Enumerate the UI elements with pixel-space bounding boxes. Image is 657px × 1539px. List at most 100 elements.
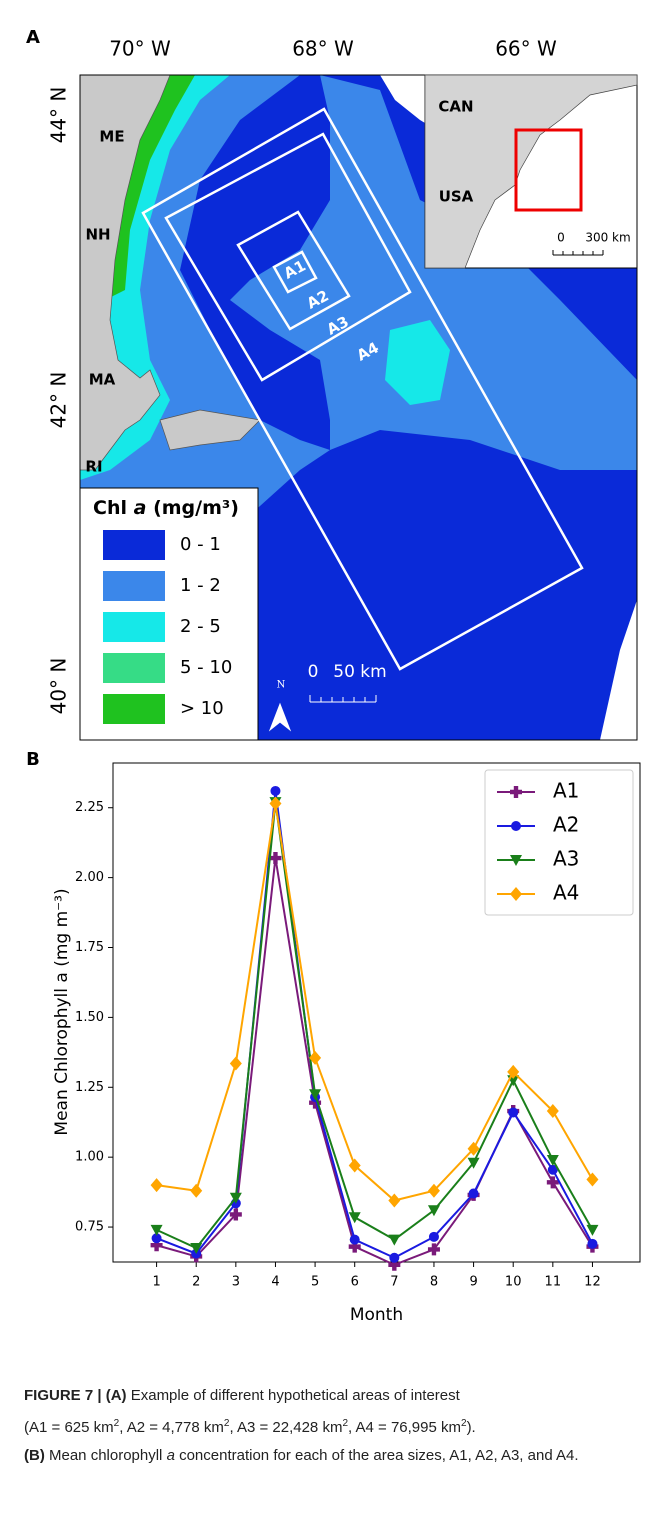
- y-tick-label: 1.50: [75, 1010, 104, 1025]
- legend-label: A4: [553, 881, 579, 905]
- marker: [309, 1050, 322, 1065]
- marker: [269, 796, 282, 811]
- legend-label: A2: [553, 813, 579, 837]
- caption-area: A1 = 625 km: [29, 1419, 114, 1436]
- legend-title-part: (mg/m³): [153, 497, 239, 519]
- marker: [150, 1239, 163, 1252]
- caption-sup: 2: [223, 1418, 230, 1429]
- caption-area: A2 = 4,778 km: [126, 1419, 224, 1436]
- legend-swatch: [103, 571, 165, 601]
- marker: [388, 1193, 401, 1208]
- caption-tag: (A): [105, 1387, 127, 1404]
- y-axis-label: Mean Chlorophyll a (mg m⁻³): [52, 888, 72, 1135]
- y-tick-label: 0.75: [75, 1220, 104, 1235]
- marker: [467, 1157, 480, 1169]
- area-outline: [272, 250, 318, 294]
- panel-label: B: [26, 749, 40, 770]
- map-legend: Chl a (mg/m³) 0 - 1 1 - 2 2 - 5 5 - 10 > 10: [79, 487, 259, 741]
- caption-sup: 2: [461, 1418, 467, 1429]
- panel-label: A: [26, 27, 40, 48]
- marker: [229, 1056, 242, 1071]
- legend-label: 0 - 1: [180, 534, 221, 555]
- lat-label: 44° N: [47, 87, 71, 144]
- legend-swatch: [103, 530, 165, 560]
- x-tick-label: 1: [152, 1275, 160, 1290]
- x-tick-label: 9: [469, 1275, 477, 1290]
- land: [159, 409, 261, 451]
- legend-label: 5 - 10: [180, 657, 232, 678]
- x-tick-label: 5: [311, 1275, 319, 1290]
- marker: [510, 855, 522, 866]
- legend-title-part: a: [134, 497, 147, 519]
- lon-label: 68° W: [292, 37, 354, 61]
- legend-title-part: Chl: [93, 497, 127, 519]
- x-tick-label: 2: [192, 1275, 200, 1290]
- caption-area: A3 = 22,428 km: [236, 1419, 343, 1436]
- marker: [586, 1224, 599, 1236]
- marker: [388, 1258, 401, 1271]
- marker: [427, 1243, 440, 1256]
- y-tick-label: 2.00: [75, 870, 104, 885]
- plot-frame: [112, 762, 641, 1263]
- caption: FIGURE 7 | (A) Example of different hypo…: [24, 1387, 579, 1464]
- legend-swatch: [103, 653, 165, 683]
- caption-text: a: [166, 1447, 175, 1464]
- marker: [190, 1183, 203, 1198]
- y-tick-label: 1.00: [75, 1150, 104, 1165]
- marker: [508, 1107, 519, 1118]
- marker: [389, 1252, 400, 1263]
- x-tick-label: 4: [271, 1275, 279, 1290]
- scale-label: 300 km: [585, 231, 630, 245]
- marker: [229, 1208, 242, 1221]
- inset: [424, 74, 638, 269]
- x-tick-label: 10: [505, 1275, 522, 1290]
- state-label: MA: [89, 371, 116, 389]
- marker: [586, 1172, 599, 1187]
- legend-label: > 10: [180, 698, 224, 719]
- legend-label: A1: [553, 779, 579, 803]
- series-line: [156, 802, 594, 1250]
- legend-label: A3: [553, 847, 579, 871]
- inset-scalebar: [552, 250, 604, 256]
- state-label: NH: [85, 226, 110, 244]
- north-arrow: [268, 702, 292, 732]
- marker: [427, 1205, 440, 1217]
- marker: [510, 786, 522, 798]
- state-label: RI: [85, 458, 102, 476]
- map-frame: [79, 74, 638, 741]
- caption-text: Example of different hypothetical areas …: [130, 1387, 460, 1404]
- marker: [510, 887, 522, 901]
- y-tick-label: 1.75: [75, 940, 104, 955]
- caption-sup: 2: [113, 1418, 120, 1429]
- marker: [388, 1234, 401, 1246]
- scale-label: 50 km: [333, 662, 386, 682]
- marker: [546, 1176, 559, 1189]
- inset-label: USA: [439, 188, 474, 206]
- lat-label: 42° N: [47, 372, 71, 429]
- marker: [309, 1096, 322, 1109]
- marker: [546, 1104, 559, 1119]
- marker: [547, 1164, 558, 1175]
- legend-title: Chl a (mg/m³): [93, 497, 239, 519]
- no-data: [600, 600, 637, 740]
- area-outline: [141, 107, 584, 671]
- scalebar: [309, 695, 377, 703]
- legend-swatch: [103, 612, 165, 642]
- marker: [511, 821, 521, 831]
- x-tick-label: 8: [430, 1275, 438, 1290]
- caption-sup: 2: [342, 1418, 348, 1429]
- marker: [507, 1064, 520, 1079]
- x-tick-label: 6: [351, 1275, 359, 1290]
- x-tick-label: 3: [232, 1275, 240, 1290]
- inset-land: [424, 74, 638, 269]
- marker: [269, 852, 282, 865]
- marker: [150, 1224, 163, 1236]
- lat-label: 40° N: [47, 658, 71, 715]
- series-line: [156, 857, 594, 1266]
- scale-label: 0: [308, 662, 319, 682]
- marker: [150, 1178, 163, 1193]
- inset-label: CAN: [438, 98, 473, 116]
- lon-label: 66° W: [495, 37, 557, 61]
- series-line: [156, 790, 594, 1259]
- scale-label: 0: [557, 231, 565, 245]
